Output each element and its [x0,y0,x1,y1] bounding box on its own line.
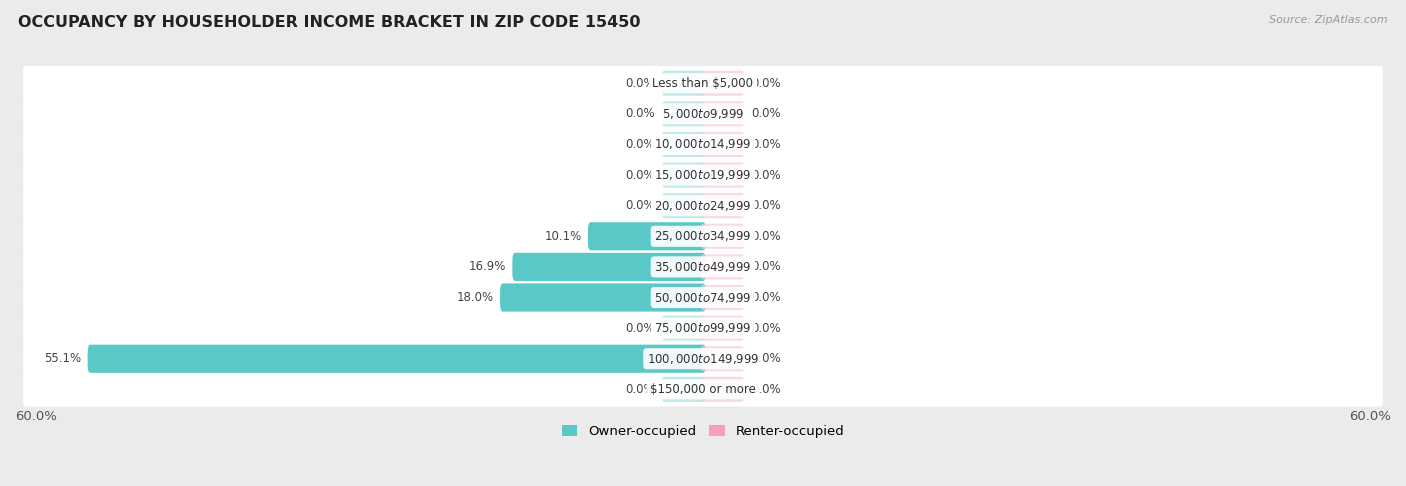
FancyBboxPatch shape [22,280,1384,314]
Text: $20,000 to $24,999: $20,000 to $24,999 [654,199,752,213]
FancyBboxPatch shape [22,219,1384,253]
Text: $150,000 or more: $150,000 or more [650,383,756,396]
Text: 0.0%: 0.0% [626,322,655,335]
Text: Source: ZipAtlas.com: Source: ZipAtlas.com [1270,15,1388,25]
FancyBboxPatch shape [700,254,744,279]
Text: $35,000 to $49,999: $35,000 to $49,999 [654,260,752,274]
FancyBboxPatch shape [87,345,706,373]
FancyBboxPatch shape [700,315,744,341]
FancyBboxPatch shape [22,189,1384,223]
Text: 18.0%: 18.0% [457,291,494,304]
Text: $10,000 to $14,999: $10,000 to $14,999 [654,138,752,152]
FancyBboxPatch shape [700,162,744,188]
Text: $15,000 to $19,999: $15,000 to $19,999 [654,168,752,182]
Text: 0.0%: 0.0% [626,107,655,121]
Text: 55.1%: 55.1% [45,352,82,365]
Text: 0.0%: 0.0% [751,138,780,151]
FancyBboxPatch shape [22,158,1384,192]
FancyBboxPatch shape [22,342,1384,376]
Text: 0.0%: 0.0% [751,352,780,365]
Text: 0.0%: 0.0% [626,77,655,90]
FancyBboxPatch shape [662,377,706,402]
Legend: Owner-occupied, Renter-occupied: Owner-occupied, Renter-occupied [557,419,849,443]
Text: $75,000 to $99,999: $75,000 to $99,999 [654,321,752,335]
FancyBboxPatch shape [662,315,706,341]
FancyBboxPatch shape [700,132,744,157]
Text: 0.0%: 0.0% [751,291,780,304]
Text: 0.0%: 0.0% [626,169,655,182]
Text: Less than $5,000: Less than $5,000 [652,77,754,90]
Text: $25,000 to $34,999: $25,000 to $34,999 [654,229,752,243]
Text: 0.0%: 0.0% [751,77,780,90]
FancyBboxPatch shape [662,101,706,126]
FancyBboxPatch shape [700,193,744,218]
Text: 0.0%: 0.0% [751,230,780,243]
Text: 0.0%: 0.0% [751,107,780,121]
Text: $100,000 to $149,999: $100,000 to $149,999 [647,352,759,366]
FancyBboxPatch shape [22,372,1384,406]
FancyBboxPatch shape [700,224,744,249]
Text: $5,000 to $9,999: $5,000 to $9,999 [662,107,744,121]
Text: 0.0%: 0.0% [626,383,655,396]
FancyBboxPatch shape [22,127,1384,161]
FancyBboxPatch shape [22,250,1384,284]
FancyBboxPatch shape [512,253,706,281]
FancyBboxPatch shape [662,193,706,218]
Text: OCCUPANCY BY HOUSEHOLDER INCOME BRACKET IN ZIP CODE 15450: OCCUPANCY BY HOUSEHOLDER INCOME BRACKET … [18,15,641,30]
FancyBboxPatch shape [588,222,706,250]
FancyBboxPatch shape [662,162,706,188]
FancyBboxPatch shape [700,70,744,96]
Text: 0.0%: 0.0% [751,322,780,335]
FancyBboxPatch shape [22,311,1384,345]
Text: 0.0%: 0.0% [751,260,780,274]
Text: 0.0%: 0.0% [626,138,655,151]
Text: 10.1%: 10.1% [544,230,582,243]
FancyBboxPatch shape [700,377,744,402]
FancyBboxPatch shape [22,66,1384,101]
Text: 0.0%: 0.0% [751,169,780,182]
FancyBboxPatch shape [501,283,706,312]
Text: 0.0%: 0.0% [751,383,780,396]
FancyBboxPatch shape [662,132,706,157]
FancyBboxPatch shape [700,101,744,126]
Text: 0.0%: 0.0% [751,199,780,212]
FancyBboxPatch shape [22,97,1384,131]
FancyBboxPatch shape [700,285,744,310]
Text: $50,000 to $74,999: $50,000 to $74,999 [654,291,752,305]
Text: 0.0%: 0.0% [626,199,655,212]
FancyBboxPatch shape [662,70,706,96]
Text: 16.9%: 16.9% [468,260,506,274]
FancyBboxPatch shape [700,346,744,371]
